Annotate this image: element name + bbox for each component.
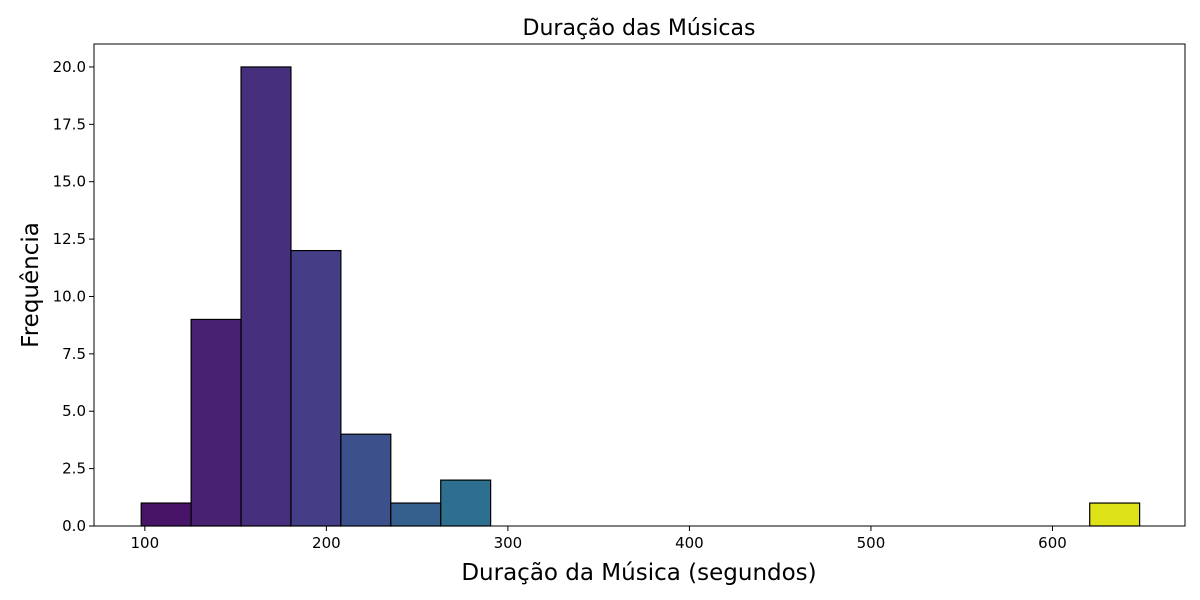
histogram-bar bbox=[440, 479, 492, 527]
x-tick-label: 400 bbox=[675, 534, 704, 552]
chart-title: Duração das Músicas bbox=[523, 16, 756, 41]
y-tick-label: 7.5 bbox=[62, 345, 86, 363]
y-tick-label: 0.0 bbox=[62, 517, 86, 535]
y-tick-label: 2.5 bbox=[62, 460, 86, 478]
x-tick-label: 300 bbox=[494, 534, 523, 552]
y-tick-label: 20.0 bbox=[53, 58, 86, 76]
y-axis-label: Frequência bbox=[18, 222, 44, 348]
y-tick-label: 10.0 bbox=[53, 287, 86, 305]
y-tick-label: 17.5 bbox=[53, 115, 86, 133]
histogram-bar bbox=[340, 433, 392, 527]
histogram-bar bbox=[290, 249, 342, 527]
x-tick-label: 100 bbox=[131, 534, 160, 552]
x-axis-label: Duração da Música (segundos) bbox=[461, 560, 816, 586]
x-tick-label: 500 bbox=[857, 534, 886, 552]
histogram-bar bbox=[390, 502, 442, 527]
plot-frame bbox=[93, 43, 1186, 527]
x-tick-label: 600 bbox=[1038, 534, 1067, 552]
histogram-bar bbox=[240, 66, 292, 527]
histogram-bar bbox=[140, 502, 192, 527]
y-tick-label: 15.0 bbox=[53, 173, 86, 191]
y-tick-label: 12.5 bbox=[53, 230, 86, 248]
x-axis: 100 200 300 400 500 600 bbox=[131, 526, 1067, 552]
histogram-bar bbox=[1089, 502, 1141, 527]
x-tick-label: 200 bbox=[312, 534, 341, 552]
y-tick-label: 5.0 bbox=[62, 402, 86, 420]
y-axis: 0.0 2.5 5.0 7.5 10.0 12.5 15.0 17.5 20.0 bbox=[53, 58, 94, 535]
histogram-bars bbox=[140, 66, 1141, 527]
histogram-bar bbox=[190, 318, 242, 527]
